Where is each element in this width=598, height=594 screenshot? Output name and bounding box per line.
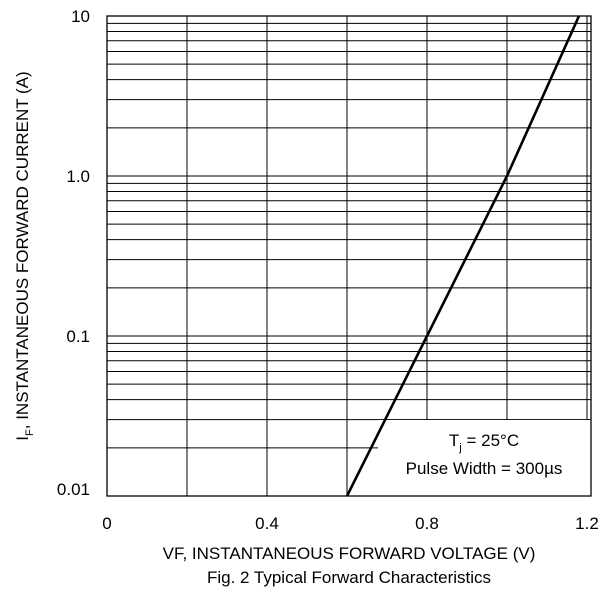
annotation-pulse-width: Pulse Width = 300µs — [406, 459, 563, 478]
plot-frame — [106, 15, 592, 497]
annotation-temp-value: = 25°C — [462, 431, 519, 450]
x-tick-label: 1.2 — [575, 514, 598, 533]
annotation-t: T — [449, 431, 459, 450]
y-tick-label: 0.01 — [57, 480, 90, 499]
x-axis-title: VF, INSTANTANEOUS FORWARD VOLTAGE (V) — [163, 544, 536, 563]
y-tick-label: 10 — [71, 7, 90, 26]
forward-characteristic-curve — [345, 15, 581, 497]
vertical-gridlines — [186, 16, 588, 496]
annotation-junction-temp: Tj = 25°C — [449, 431, 519, 454]
y-tick-label: 1.0 — [66, 167, 90, 186]
y-tick-labels: 10 1.0 0.1 0.01 — [57, 7, 90, 499]
y-axis-title-f-subscript: F — [24, 429, 36, 436]
x-tick-label: 0.8 — [415, 514, 439, 533]
y-axis-title-rest: , INSTANTANEOUS FORWARD CURRENT (A) — [13, 71, 32, 429]
annotation-box — [378, 420, 591, 496]
horizontal-gridlines — [107, 22, 591, 449]
x-tick-label: 0.4 — [255, 514, 279, 533]
y-axis-title-i: I — [13, 436, 32, 441]
x-tick-label: 0 — [102, 514, 111, 533]
annotation-j-subscript: j — [458, 442, 461, 454]
x-tick-labels: 00.40.81.21.6 — [102, 514, 598, 533]
figure-caption: Fig. 2 Typical Forward Characteristics — [207, 568, 491, 587]
y-tick-label: 0.1 — [66, 327, 90, 346]
y-axis-title: IF, INSTANTANEOUS FORWARD CURRENT (A) — [13, 71, 36, 440]
